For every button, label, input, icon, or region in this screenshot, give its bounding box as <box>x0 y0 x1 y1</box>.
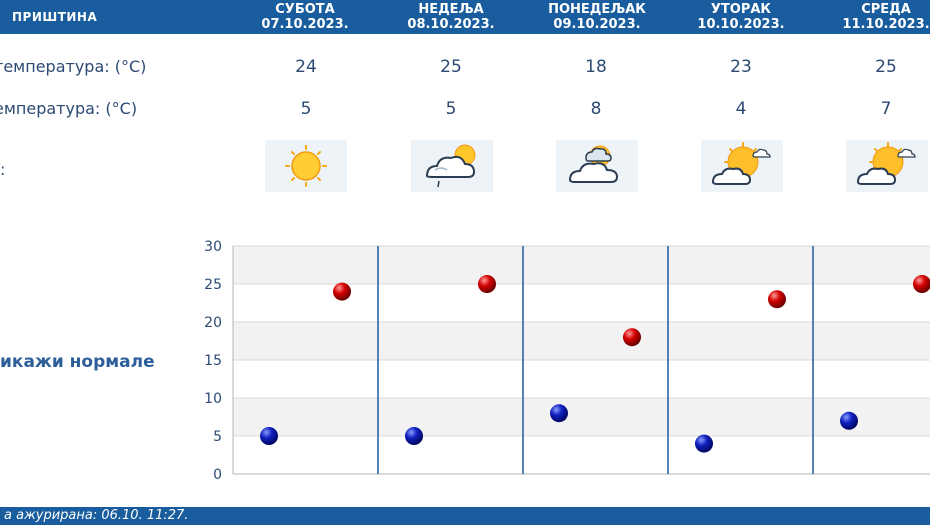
max-temp-value: 23 <box>730 57 752 77</box>
chart-band <box>233 246 930 284</box>
day-header: УТОРАК 10.10.2023. <box>681 2 801 32</box>
min-temp-marker <box>695 434 713 453</box>
cloudy-sun-icon <box>556 140 638 192</box>
max-temp-marker <box>333 282 351 301</box>
min-temp-value: 5 <box>300 99 312 119</box>
forecast-header: ПРИШТИНА СУБОТА 07.10.2023. НЕДЕЉА 08.10… <box>0 0 930 34</box>
show-normals-toggle[interactable]: икажи нормале <box>0 352 155 372</box>
max-temp-value: 24 <box>295 57 317 77</box>
y-tick-label: 10 <box>204 391 222 407</box>
y-tick-label: 15 <box>204 353 222 369</box>
last-updated: а ажурирана: 06.10. 11:27. <box>4 508 189 523</box>
chart-band <box>233 436 930 474</box>
min-temp-marker <box>405 427 423 445</box>
chart-band <box>233 398 930 436</box>
min-temp-value: 8 <box>590 99 602 119</box>
max-temp-marker <box>623 328 641 347</box>
min-temp-value: 4 <box>735 99 747 119</box>
rain-cloud-sun-icon <box>411 140 493 192</box>
day-header: НЕДЕЉА 08.10.2023. <box>391 2 511 32</box>
y-tick-label: 25 <box>204 277 222 293</box>
y-tick-label: 0 <box>213 467 222 483</box>
day-header: СРЕДА 11.10.2023. <box>826 2 930 32</box>
day-date: 08.10.2023. <box>407 17 495 32</box>
city-name: ПРИШТИНА <box>12 10 98 24</box>
day-date: 10.10.2023. <box>697 17 785 32</box>
partly-cloudy-icon <box>846 140 928 192</box>
max-temp-value: 25 <box>440 57 462 77</box>
weather-label: : <box>0 160 6 179</box>
temperature-chart: 0 5 10 15 20 25 30 <box>204 239 930 483</box>
max-temp-marker <box>478 275 496 293</box>
day-name: ПОНЕДЕЉАК <box>548 2 646 17</box>
y-tick-label: 20 <box>204 315 222 331</box>
min-temp-value: 7 <box>880 99 892 119</box>
min-temp-value: 5 <box>445 99 457 119</box>
partly-cloudy-icon <box>701 140 783 192</box>
footer-bar: а ажурирана: 06.10. 11:27. <box>0 507 930 525</box>
day-name: СРЕДА <box>861 2 911 17</box>
min-temp-marker <box>840 411 858 430</box>
chart-band <box>233 322 930 360</box>
day-date: 07.10.2023. <box>261 17 349 32</box>
max-temp-value: 25 <box>875 57 897 77</box>
max-temp-value: 18 <box>585 57 607 77</box>
max-temp-marker <box>913 275 930 293</box>
chart-band <box>233 360 930 398</box>
day-header: ПОНЕДЕЉАК 09.10.2023. <box>537 2 657 32</box>
day-name: СУБОТА <box>275 2 335 17</box>
max-temp-label: температура: (°C) <box>0 57 147 76</box>
min-temp-label: емпература: (°C) <box>0 99 138 118</box>
day-header: СУБОТА 07.10.2023. <box>245 2 365 32</box>
day-date: 11.10.2023. <box>842 17 930 32</box>
day-name: УТОРАК <box>710 2 772 17</box>
y-tick-label: 5 <box>213 429 222 445</box>
min-temp-marker <box>260 427 278 445</box>
sunny-icon <box>265 140 347 192</box>
max-temp-marker <box>768 290 786 309</box>
y-tick-label: 30 <box>204 239 222 255</box>
min-temp-marker <box>550 404 568 423</box>
day-name: НЕДЕЉА <box>418 2 484 17</box>
day-date: 09.10.2023. <box>553 17 641 32</box>
